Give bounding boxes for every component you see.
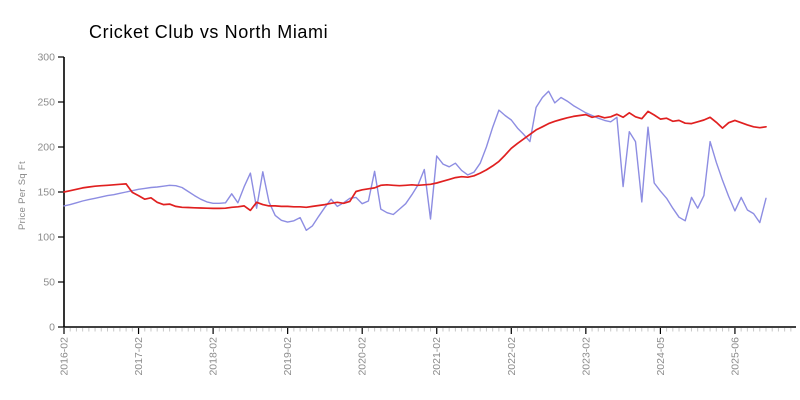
series-line-north-miami (63, 110, 767, 212)
y-tick-label: 50 (43, 277, 55, 289)
x-tick-label: 2021-02 (431, 337, 443, 376)
x-tick-label: 2018-02 (208, 337, 220, 376)
x-tick-label: 2016-02 (59, 337, 71, 376)
x-tick-label: 2025-06 (729, 337, 741, 376)
x-tick-label: 2017-02 (133, 337, 145, 376)
y-tick-label: 150 (37, 187, 55, 199)
series-line-cricket-club (63, 90, 767, 232)
x-tick-label: 2020-02 (357, 337, 369, 376)
y-tick-label: 200 (37, 142, 55, 154)
chart-title: Cricket Club vs North Miami (89, 22, 329, 42)
y-tick-label: 100 (37, 232, 55, 244)
y-tick-label: 0 (49, 322, 55, 334)
x-tick-label: 2023-02 (580, 337, 592, 376)
x-tick-label: 2019-02 (282, 337, 294, 376)
x-tick-label: 2022-02 (506, 337, 518, 376)
x-tick-label: 2024-05 (655, 337, 667, 376)
y-tick-label: 300 (37, 52, 55, 64)
y-tick-label: 250 (37, 97, 55, 109)
